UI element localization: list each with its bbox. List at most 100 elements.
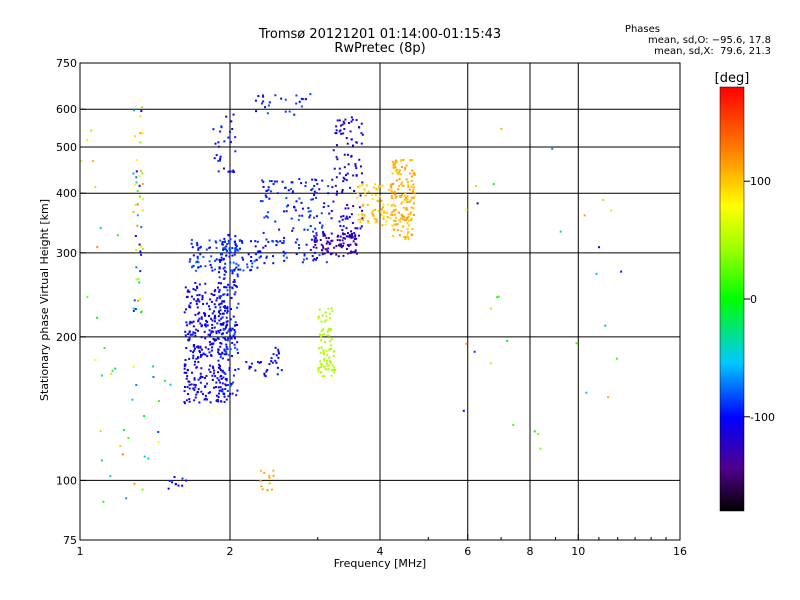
- data-point: [228, 328, 231, 331]
- data-point: [213, 310, 216, 313]
- data-point: [183, 402, 186, 405]
- data-point: [268, 197, 271, 200]
- data-point: [267, 188, 270, 191]
- data-point: [198, 246, 201, 249]
- data-point: [225, 384, 228, 387]
- data-point: [399, 173, 402, 176]
- data-point: [210, 292, 213, 295]
- data-point: [241, 256, 244, 259]
- data-point: [217, 366, 220, 369]
- data-point: [184, 363, 187, 366]
- data-point: [139, 270, 142, 273]
- data-point: [200, 324, 203, 327]
- data-point: [363, 214, 366, 217]
- data-point: [135, 266, 138, 269]
- data-point: [336, 158, 339, 161]
- data-point: [349, 251, 352, 254]
- data-point: [192, 288, 195, 291]
- data-point: [306, 228, 309, 231]
- data-point: [207, 348, 210, 351]
- data-point: [218, 289, 221, 292]
- data-point: [392, 182, 395, 185]
- data-point: [413, 172, 416, 175]
- data-point: [195, 393, 198, 396]
- data-point: [400, 166, 403, 169]
- data-point: [272, 255, 275, 258]
- data-point: [194, 269, 197, 272]
- data-point: [268, 474, 271, 477]
- data-point: [187, 339, 190, 342]
- data-point: [350, 234, 353, 237]
- data-point: [109, 475, 112, 478]
- data-point: [280, 97, 283, 100]
- data-point: [392, 234, 395, 237]
- data-point: [135, 278, 138, 281]
- data-point: [221, 382, 224, 385]
- data-point: [390, 189, 393, 192]
- data-point: [400, 213, 403, 216]
- data-point: [413, 173, 416, 176]
- data-point: [217, 359, 220, 362]
- data-point: [462, 409, 465, 412]
- data-point: [352, 174, 355, 177]
- data-point: [194, 386, 197, 389]
- data-point: [289, 188, 292, 191]
- data-point: [357, 185, 360, 188]
- data-point: [225, 115, 228, 118]
- data-point: [407, 213, 410, 216]
- data-point: [224, 372, 227, 375]
- data-point: [229, 335, 232, 338]
- data-point: [262, 185, 265, 188]
- data-point: [236, 341, 239, 344]
- data-point: [333, 371, 336, 374]
- data-point: [382, 203, 385, 206]
- data-point: [218, 295, 221, 298]
- data-point: [196, 255, 199, 258]
- data-point: [358, 186, 361, 189]
- data-point: [232, 170, 235, 173]
- data-point: [228, 240, 231, 243]
- data-point: [214, 240, 217, 243]
- data-point: [304, 185, 307, 188]
- data-point: [309, 93, 312, 96]
- data-point: [395, 168, 398, 171]
- data-point: [489, 362, 492, 365]
- data-point: [374, 194, 377, 197]
- data-point: [268, 180, 271, 183]
- data-point: [171, 481, 174, 484]
- data-point: [197, 329, 200, 332]
- data-point: [177, 484, 180, 487]
- data-point: [323, 333, 326, 336]
- data-point: [320, 212, 323, 215]
- data-point: [204, 353, 207, 356]
- data-point: [412, 191, 415, 194]
- data-point: [332, 355, 335, 358]
- data-point: [217, 315, 220, 318]
- data-point: [197, 360, 200, 363]
- data-point: [378, 195, 381, 198]
- data-point: [194, 384, 197, 387]
- data-point: [310, 198, 313, 201]
- data-point: [224, 326, 227, 329]
- data-point: [290, 181, 293, 184]
- data-point: [259, 200, 262, 203]
- data-point: [342, 176, 345, 179]
- data-point: [218, 303, 221, 306]
- data-point: [220, 377, 223, 380]
- data-point: [262, 95, 265, 98]
- data-point: [365, 184, 368, 187]
- data-point: [80, 160, 83, 163]
- data-point: [193, 344, 196, 347]
- data-point: [220, 342, 223, 345]
- data-point: [207, 392, 210, 395]
- data-point: [355, 167, 358, 170]
- data-point: [498, 295, 501, 298]
- data-point: [231, 271, 234, 274]
- data-point: [138, 175, 141, 178]
- data-point: [223, 400, 226, 403]
- data-point: [371, 211, 374, 214]
- data-point: [194, 360, 197, 363]
- data-point: [132, 309, 135, 312]
- data-point: [336, 235, 339, 238]
- data-point: [138, 195, 141, 198]
